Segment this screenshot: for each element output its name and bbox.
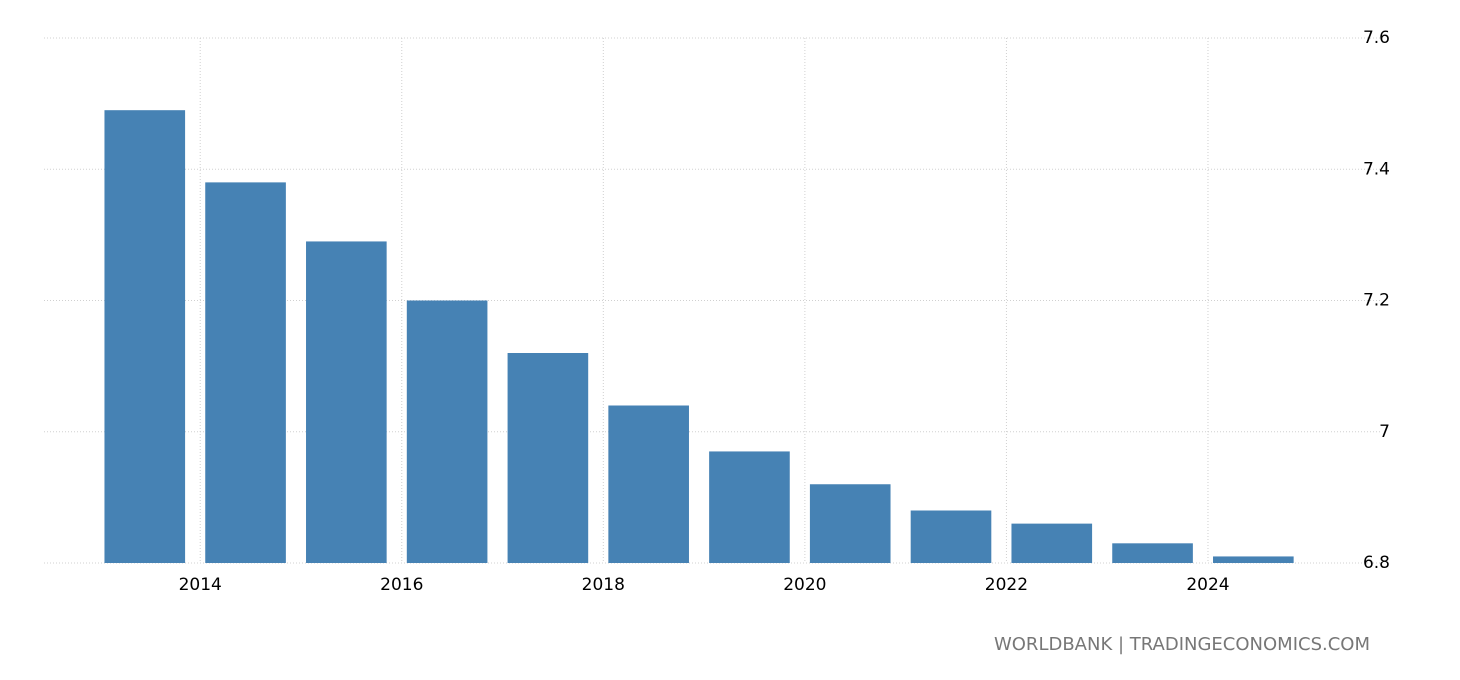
- bar: [709, 451, 790, 563]
- x-tick-label: 2024: [1186, 575, 1229, 595]
- source: WORLDBANK | TRADINGECONOMICS.COM: [994, 634, 1370, 655]
- x-tick-label: 2022: [985, 575, 1028, 595]
- x-tick-label: 2016: [380, 575, 423, 595]
- bar: [608, 405, 689, 563]
- bar: [104, 110, 186, 563]
- bar: [205, 182, 286, 563]
- y-tick-label: 7.6: [1363, 28, 1390, 48]
- bar: [809, 484, 891, 563]
- x-tick-label: 2018: [582, 575, 625, 595]
- bar: [1112, 543, 1193, 563]
- y-tick-label: 6.8: [1363, 553, 1390, 573]
- bar: [1011, 523, 1093, 563]
- bar: [507, 353, 589, 563]
- bar: [1213, 556, 1294, 563]
- y-tick-label: 7.4: [1363, 159, 1390, 179]
- bar: [910, 510, 992, 563]
- bar: [306, 241, 387, 563]
- x-tick-label: 2014: [179, 575, 222, 595]
- y-tick-label: 7: [1379, 422, 1390, 442]
- x-tick-label: 2020: [783, 575, 826, 595]
- bar: [406, 300, 488, 563]
- y-tick-label: 7.2: [1363, 291, 1390, 311]
